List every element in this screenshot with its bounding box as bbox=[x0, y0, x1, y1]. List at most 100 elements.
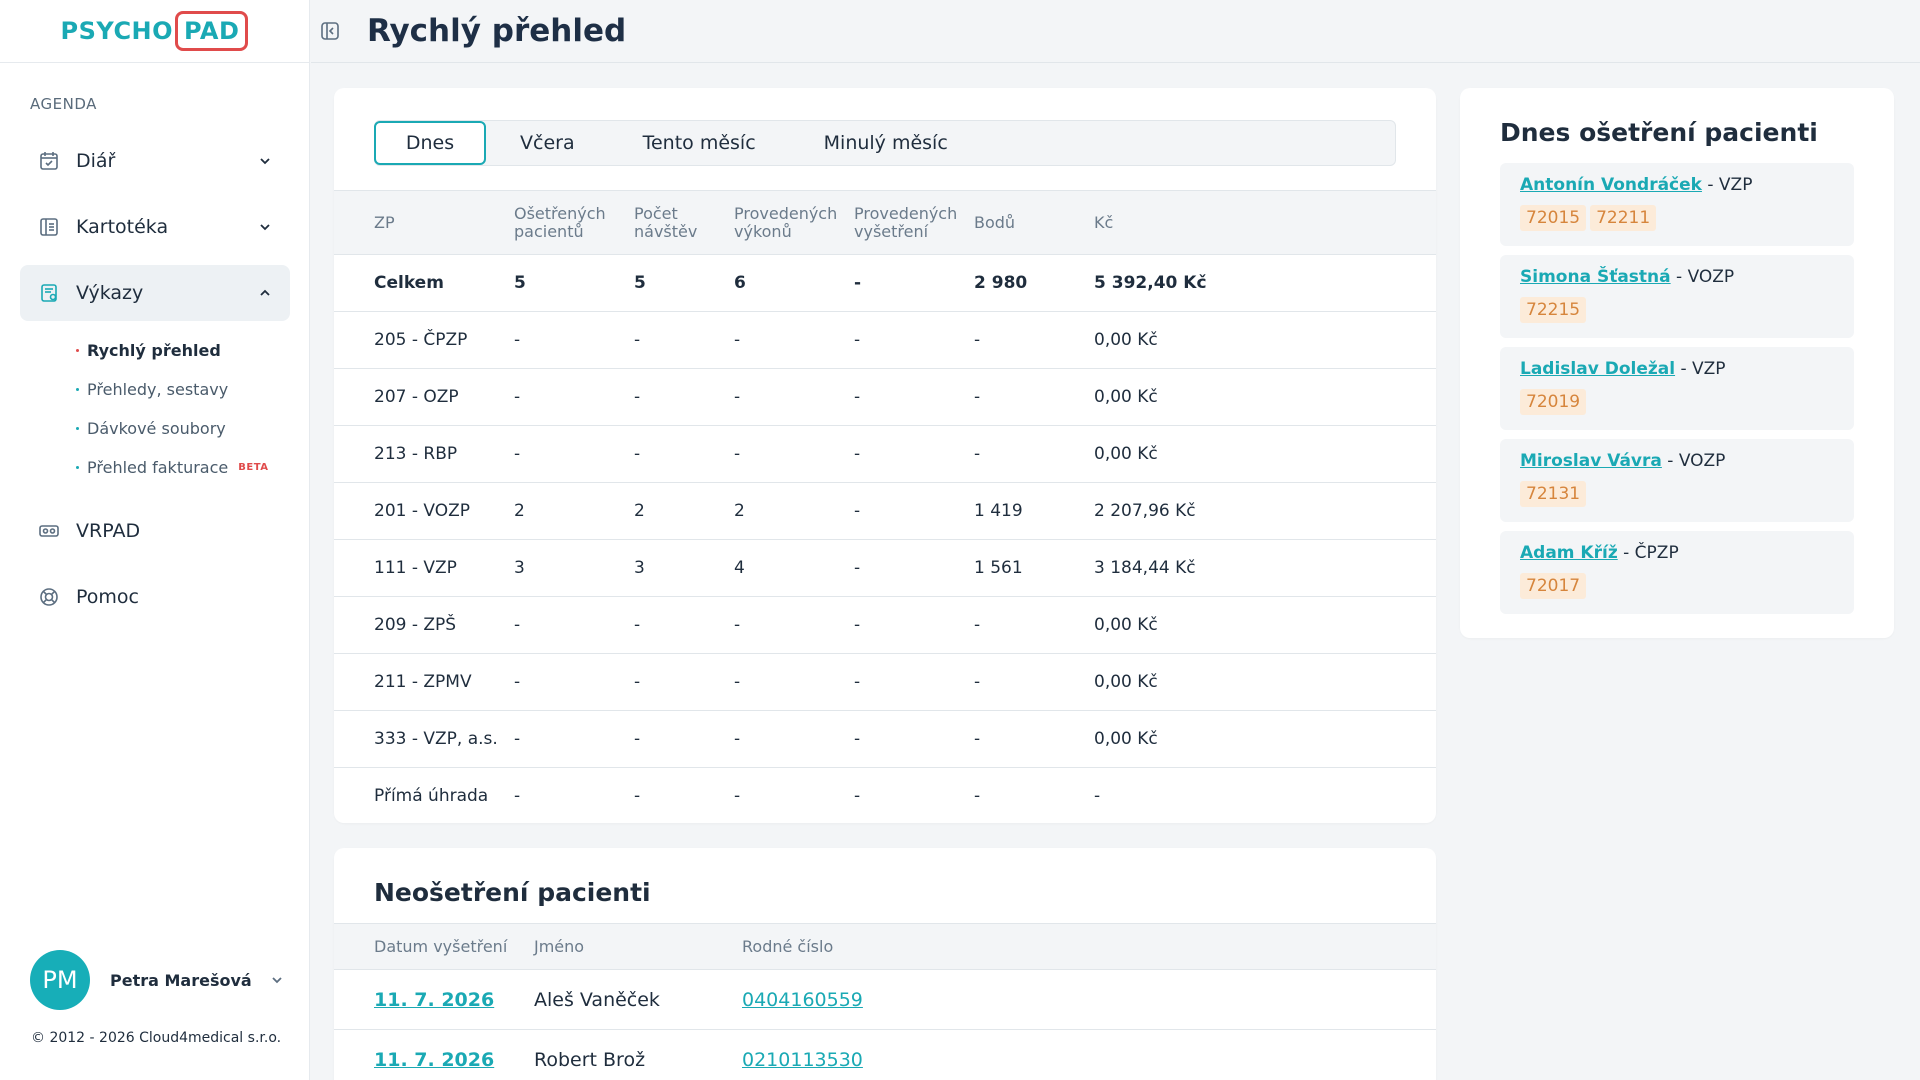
sidebar-item-kartoteka[interactable]: Kartotéka bbox=[20, 199, 290, 255]
submenu-item-davkove-soubory[interactable]: Dávkové soubory bbox=[20, 409, 290, 448]
exam-date-link[interactable]: 11. 7. 2026 bbox=[374, 988, 495, 1011]
table-cell: - bbox=[634, 786, 641, 807]
table-cell: 213 - RBP bbox=[334, 425, 514, 483]
untreated-patients-table: Datum vyšetření Jméno Rodné číslo 11. 7.… bbox=[334, 923, 1436, 1080]
table-cell: - bbox=[854, 596, 974, 654]
submenu-item-prehled-fakturace[interactable]: Přehled fakturace BETA bbox=[20, 448, 290, 487]
table-cell: - bbox=[854, 254, 974, 312]
patient-link[interactable]: Antonín Vondráček bbox=[1520, 175, 1702, 195]
patient-link[interactable]: Adam Kříž bbox=[1520, 543, 1618, 563]
table-row: 213 - RBP - - - - -0,00 Kč bbox=[334, 425, 1436, 483]
sidebar-item-label: Diář bbox=[76, 150, 116, 172]
table-cell: Přímá úhrada bbox=[374, 786, 489, 807]
table-cell: - bbox=[514, 710, 634, 768]
patient-link[interactable]: Simona Šťastná bbox=[1520, 267, 1671, 287]
patient-link[interactable]: Ladislav Doležal bbox=[1520, 359, 1676, 379]
report-icon bbox=[38, 282, 60, 304]
sidebar-collapse-icon[interactable] bbox=[319, 20, 341, 42]
table-cell: - bbox=[854, 368, 974, 426]
sidebar-item-diar[interactable]: Diář bbox=[20, 133, 290, 189]
procedure-code-badge: 72015 bbox=[1520, 205, 1587, 231]
sidebar-item-vykazy[interactable]: Výkazy bbox=[20, 265, 290, 321]
column-header: Kč bbox=[1094, 190, 1436, 255]
table-cell: - bbox=[854, 311, 974, 369]
table-cell: 211 - ZPMV bbox=[334, 653, 514, 711]
table-cell: - bbox=[634, 425, 734, 483]
table-cell: 0,00 Kč bbox=[1094, 710, 1436, 768]
tab-minuly-mesic[interactable]: Minulý měsíc bbox=[823, 132, 948, 154]
tab-dnes[interactable]: Dnes bbox=[374, 121, 486, 165]
chevron-down-icon bbox=[272, 977, 282, 984]
sidebar-item-label: Kartotéka bbox=[76, 216, 169, 238]
bullet-dot bbox=[76, 427, 79, 430]
table-cell: - bbox=[854, 425, 974, 483]
table-cell: 0,00 Kč bbox=[1094, 368, 1436, 426]
submenu-item-label: Přehled fakturace bbox=[87, 458, 229, 477]
logo-area: PSYCHO PAD bbox=[0, 0, 309, 63]
beta-badge: BETA bbox=[238, 462, 269, 473]
vykazy-submenu: Rychlý přehled Přehledy, sestavy Dávkové… bbox=[20, 331, 290, 487]
table-row: 201 - VOZP 2 2 2-1 419 2 207,96 Kč bbox=[334, 482, 1436, 540]
table-cell: - bbox=[514, 311, 634, 369]
chevron-down-icon bbox=[260, 158, 270, 165]
table-cell: - bbox=[974, 425, 1094, 483]
user-menu[interactable]: PM Petra Marešová bbox=[30, 950, 284, 1010]
sidebar-item-pomoc[interactable]: Pomoc bbox=[20, 569, 290, 625]
list-item: Ladislav Doležal - VZP 72019 bbox=[1500, 347, 1854, 430]
birth-number-link[interactable]: 0404160559 bbox=[742, 988, 863, 1011]
table-cell: - bbox=[854, 786, 861, 807]
table-cell: - bbox=[854, 482, 974, 540]
table-cell: - bbox=[514, 786, 521, 807]
submenu-item-rychly-prehled[interactable]: Rychlý přehled bbox=[20, 331, 290, 370]
column-header: Jméno bbox=[534, 923, 742, 970]
sidebar: PSYCHO PAD AGENDA Diář Kartotéka Výkazy bbox=[0, 0, 310, 1080]
tab-tento-mesic[interactable]: Tento měsíc bbox=[642, 132, 756, 154]
table-cell: - bbox=[854, 710, 974, 768]
exam-date-link[interactable]: 11. 7. 2026 bbox=[374, 1048, 495, 1071]
submenu-item-prehledy-sestavy[interactable]: Přehledy, sestavy bbox=[20, 370, 290, 409]
tab-vcera[interactable]: Včera bbox=[520, 132, 575, 154]
table-cell: 5 392,40 Kč bbox=[1094, 254, 1436, 312]
period-tabs: Dnes Včera Tento měsíc Minulý měsíc bbox=[374, 120, 1396, 166]
table-cell: - bbox=[634, 596, 734, 654]
table-cell: - bbox=[734, 653, 854, 711]
table-cell: 333 - VZP, a.s. bbox=[334, 710, 514, 768]
table-cell: 2 207,96 Kč bbox=[1094, 482, 1436, 540]
table-cell: - bbox=[854, 539, 974, 597]
sidebar-item-vrpad[interactable]: VRPAD bbox=[20, 503, 290, 559]
table-cell: - bbox=[974, 653, 1094, 711]
table-row: 333 - VZP, a.s. - - - - -0,00 Kč bbox=[334, 710, 1436, 768]
table-cell: 1 419 bbox=[974, 482, 1094, 540]
table-cell: - bbox=[974, 311, 1094, 369]
column-header: Ošetřených pacientů bbox=[514, 190, 634, 255]
untreated-patients-card: Neošetření pacienti Datum vyšetření Jmén… bbox=[334, 848, 1436, 1080]
header: Rychlý přehled bbox=[311, 0, 1920, 63]
column-header: Bodů bbox=[974, 190, 1094, 255]
copyright: © 2012 - 2026 Cloud4medical s.r.o. bbox=[31, 1030, 282, 1046]
submenu-item-label: Rychlý přehled bbox=[87, 341, 221, 360]
birth-number-link[interactable]: 0210113530 bbox=[742, 1048, 863, 1071]
patient-link[interactable]: Miroslav Vávra bbox=[1520, 451, 1662, 471]
table-cell: 2 980 bbox=[974, 254, 1094, 312]
vr-icon bbox=[38, 520, 60, 542]
table-cell: 207 - OZP bbox=[334, 368, 514, 426]
column-header: Počet návštěv bbox=[634, 190, 734, 255]
table-cell: 111 - VZP bbox=[334, 539, 514, 597]
table-cell: 1 561 bbox=[974, 539, 1094, 597]
insurer: VZP bbox=[1718, 175, 1753, 195]
table-cell: 6 bbox=[734, 254, 854, 312]
app-logo[interactable]: PSYCHO PAD bbox=[61, 11, 249, 51]
table-cell: Celkem bbox=[334, 254, 514, 312]
stats-table: ZP Ošetřených pacientů Počet návštěv Prove… bbox=[334, 190, 1436, 825]
table-cell: - bbox=[634, 653, 734, 711]
cards-icon bbox=[38, 216, 60, 238]
list-item: Adam Kříž - ČPZP 72017 bbox=[1500, 531, 1854, 614]
section-title: Neošetření pacienti bbox=[374, 878, 651, 907]
table-cell: - bbox=[734, 786, 741, 807]
procedure-code-badge: 72215 bbox=[1520, 297, 1587, 323]
column-header: Rodné číslo bbox=[742, 923, 1436, 970]
table-cell: - bbox=[634, 368, 734, 426]
sidebar-item-label: VRPAD bbox=[76, 520, 141, 542]
bullet-dot bbox=[76, 388, 79, 391]
procedure-code-badge: 72131 bbox=[1520, 481, 1587, 507]
